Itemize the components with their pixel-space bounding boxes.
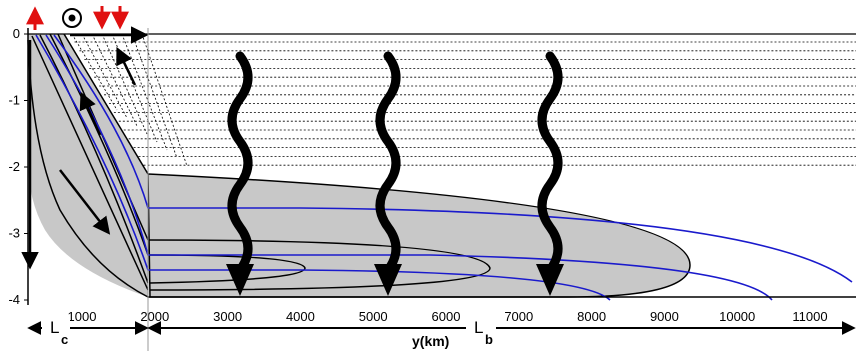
dashed-isopycnals <box>72 34 856 166</box>
x-tick-label: 1000 <box>68 309 97 324</box>
y-tick-label: -2 <box>8 159 20 174</box>
x-axis-title: y(km) <box>412 333 449 349</box>
shaded-water-masses <box>28 34 690 297</box>
out-of-page-symbol-icon <box>63 9 81 27</box>
x-tick-label: 2000 <box>140 309 169 324</box>
shaded-deep-lobe <box>148 174 690 297</box>
lc-subscript: c <box>61 332 68 347</box>
down-arrow-icon <box>102 6 120 26</box>
y-tick-label: -4 <box>8 292 20 307</box>
upslope-arrow-1 <box>118 50 135 85</box>
x-tick-label: 10000 <box>719 309 755 324</box>
x-tick-label: 6000 <box>432 309 461 324</box>
dashed-slope-line <box>132 34 177 158</box>
x-tick-label: 11000 <box>792 309 827 324</box>
y-axis: 0 -1 -2 -3 -4 <box>8 26 28 307</box>
x-tick-label: 4000 <box>286 309 315 324</box>
x-tick-label: 5000 <box>359 309 388 324</box>
lc-label: L <box>50 318 59 337</box>
x-tick-label: 3000 <box>213 309 242 324</box>
y-tick-label: -1 <box>8 93 20 108</box>
surface-forcing <box>35 6 120 30</box>
dashed-slope-line <box>122 34 167 150</box>
x-tick-label: 7000 <box>504 309 533 324</box>
lb-subscript: b <box>485 332 493 347</box>
lb-label: L <box>474 318 483 337</box>
x-tick-label: 8000 <box>577 309 606 324</box>
dashed-slope-line <box>142 34 187 166</box>
y-tick-label: 0 <box>13 26 20 41</box>
x-tick-label: 9000 <box>650 309 679 324</box>
y-tick-label: -3 <box>8 226 20 241</box>
